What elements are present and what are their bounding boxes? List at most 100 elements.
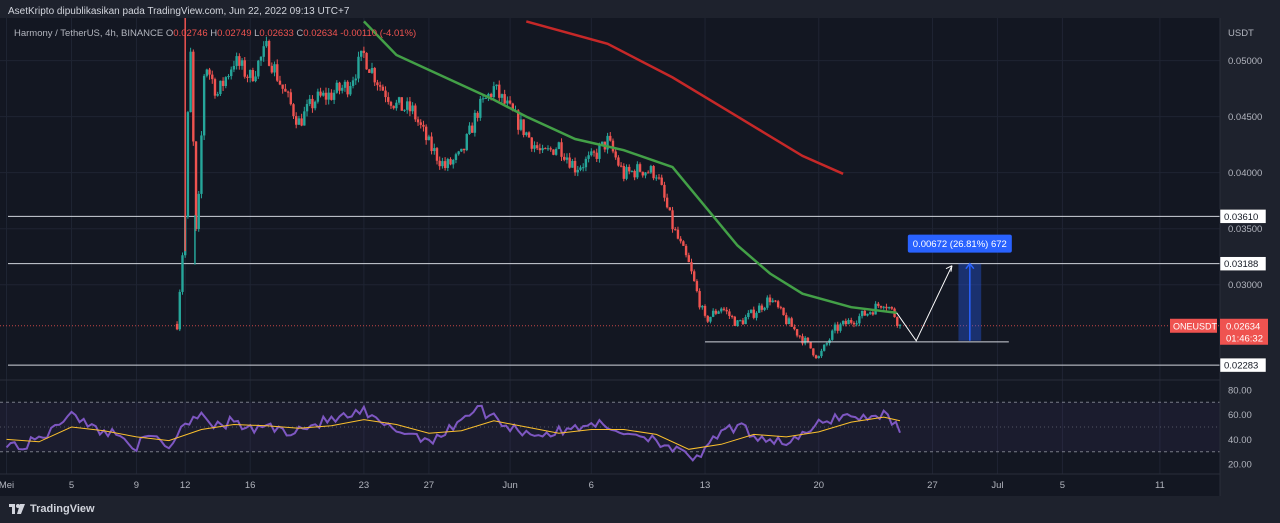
last-price-value: 0.02634 xyxy=(1226,321,1260,332)
candle-body xyxy=(243,60,246,77)
price-axis[interactable]: 0.05000 0.04500 0.04000 0.03500 0.03000 80.00… xyxy=(1170,18,1280,496)
candle-body xyxy=(774,300,777,302)
candle-body xyxy=(476,112,479,118)
drawing-tools[interactable]: 0.00672 (26.81%) 672 xyxy=(705,234,1012,343)
candle-body xyxy=(611,140,615,152)
candle-body xyxy=(246,76,249,78)
candle-body xyxy=(327,92,330,100)
candle-body xyxy=(730,315,734,317)
candle-body xyxy=(408,101,412,112)
candle-body xyxy=(498,84,501,98)
candle-body xyxy=(278,80,282,85)
low-label: L xyxy=(254,28,260,39)
candle-body xyxy=(446,159,450,168)
candle-body xyxy=(690,262,693,272)
candle-body xyxy=(638,164,642,172)
candle-body xyxy=(831,330,834,340)
tradingview-brand[interactable]: TradingView xyxy=(8,503,95,515)
time-tick-label: 11 xyxy=(1155,480,1165,491)
candle-body xyxy=(619,165,623,167)
candle-body xyxy=(609,135,612,141)
level-price-tag xyxy=(1219,209,1267,224)
candle-body xyxy=(257,60,260,77)
candle-body xyxy=(270,65,274,73)
rsi-tick-label: 40.00 xyxy=(1228,435,1252,446)
candle-body xyxy=(262,46,265,57)
candle-body xyxy=(419,122,422,125)
candle-body xyxy=(565,157,569,160)
time-tick-label: 12 xyxy=(180,480,191,491)
candle-body xyxy=(427,136,431,141)
candle-body xyxy=(489,93,493,98)
candle-body xyxy=(779,307,783,309)
candle-body xyxy=(793,326,796,330)
candle-body xyxy=(313,101,317,109)
candle-body xyxy=(549,148,552,150)
candle-body xyxy=(200,135,203,194)
candle-body xyxy=(617,157,620,166)
candle-body xyxy=(538,148,542,151)
candle-body xyxy=(517,110,520,130)
candle-body xyxy=(400,97,403,111)
candle-body xyxy=(850,320,853,323)
candle-body xyxy=(695,281,699,292)
candle-body xyxy=(844,320,848,325)
candle-body xyxy=(790,318,793,327)
candle-body xyxy=(804,337,807,344)
candle-body xyxy=(896,317,899,326)
candle-body xyxy=(660,177,663,185)
level-price-label: 0.03610 xyxy=(1224,212,1258,223)
candle-body xyxy=(324,92,328,100)
candle-body xyxy=(186,112,190,217)
candle-body xyxy=(584,158,588,168)
candle-body xyxy=(733,316,737,326)
change-value: -0.00110 (-4.01%) xyxy=(340,28,417,39)
symbol-title[interactable]: Harmony / TetherUS, 4h, BINANCE xyxy=(14,28,164,39)
time-tick-label: 13 xyxy=(700,480,711,491)
high-value: 0.02749 xyxy=(217,28,252,39)
candle-body xyxy=(741,320,745,325)
candle-body xyxy=(703,305,707,316)
time-tick-label: 27 xyxy=(424,480,435,491)
candle-body xyxy=(801,336,804,344)
candle-body xyxy=(885,306,888,309)
candle-body xyxy=(433,148,436,152)
candle-body xyxy=(839,324,842,331)
horizontal-levels[interactable] xyxy=(0,215,1220,366)
candle-body xyxy=(213,79,217,96)
candle-body xyxy=(882,306,885,308)
candle-body xyxy=(449,159,452,165)
candle-body xyxy=(527,132,531,138)
candle-body xyxy=(833,324,837,331)
candle-body xyxy=(768,297,772,303)
candle-body xyxy=(368,69,371,73)
candle-body xyxy=(665,197,669,208)
candle-body xyxy=(357,56,360,79)
candle-body xyxy=(592,151,596,153)
candle-body xyxy=(628,166,631,172)
candle-body xyxy=(736,320,739,326)
candle-body xyxy=(508,100,512,104)
candle-body xyxy=(546,148,550,150)
candle-body xyxy=(776,301,780,308)
candle-body xyxy=(443,161,447,168)
candle-body xyxy=(525,132,528,136)
candle-body xyxy=(698,291,701,308)
candle-body xyxy=(625,166,628,179)
candle-body xyxy=(308,98,311,104)
time-tick-label: 5 xyxy=(69,480,74,491)
candle-body xyxy=(560,142,563,157)
candle-body xyxy=(457,151,460,155)
candle-body xyxy=(822,344,826,351)
candle-body xyxy=(251,70,255,82)
brand-name: TradingView xyxy=(30,503,95,515)
candle-body xyxy=(462,148,466,151)
time-axis[interactable]: Mei 5 9 12 16 23 27 Jun 6 13 20 27 Jul 5 11 xyxy=(0,473,1220,491)
candle-body xyxy=(684,245,688,256)
candle-body xyxy=(343,81,347,88)
candle-body xyxy=(422,124,425,127)
candle-body xyxy=(614,151,617,158)
candle-body xyxy=(322,92,325,96)
candle-body xyxy=(381,86,385,91)
